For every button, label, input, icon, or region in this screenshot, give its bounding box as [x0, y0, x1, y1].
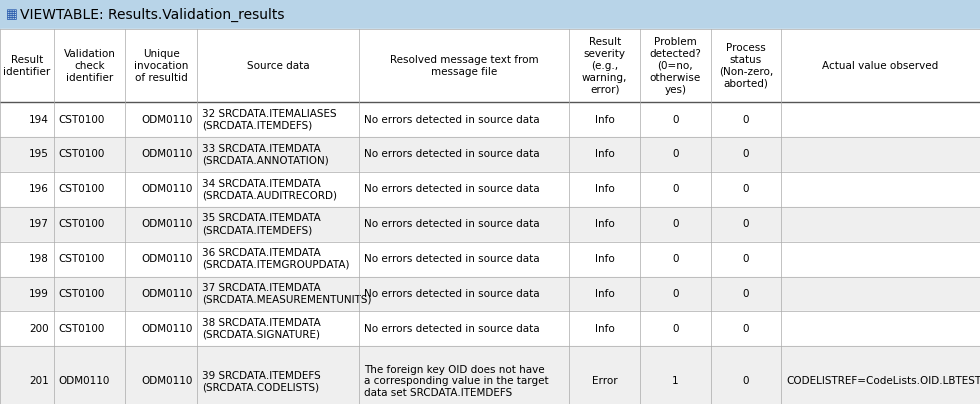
Text: No errors detected in source data: No errors detected in source data [364, 324, 539, 334]
Text: CST0100: CST0100 [59, 324, 105, 334]
Text: CST0100: CST0100 [59, 254, 105, 264]
Bar [0, 276, 980, 311]
Bar [0, 0, 980, 29]
Text: 198: 198 [29, 254, 49, 264]
Text: 0: 0 [743, 219, 749, 229]
Text: Info: Info [595, 219, 614, 229]
Text: ODM0110: ODM0110 [142, 219, 193, 229]
Text: VIEWTABLE: Results.Validation_results: VIEWTABLE: Results.Validation_results [20, 7, 284, 22]
Text: 0: 0 [743, 254, 749, 264]
Text: 37 SRCDATA.ITEMDATA
(SRCDATA.MEASUREMENTUNITS): 37 SRCDATA.ITEMDATA (SRCDATA.MEASUREMENT… [202, 283, 371, 305]
Text: Info: Info [595, 289, 614, 299]
Text: 0: 0 [672, 184, 678, 194]
Text: No errors detected in source data: No errors detected in source data [364, 149, 539, 160]
Text: Actual value observed: Actual value observed [822, 61, 939, 71]
Text: 0: 0 [743, 289, 749, 299]
Bar [0, 242, 980, 276]
Text: ODM0110: ODM0110 [59, 376, 110, 386]
Text: ODM0110: ODM0110 [142, 115, 193, 124]
Bar [0, 311, 980, 346]
Text: 201: 201 [29, 376, 49, 386]
Bar [0, 137, 980, 172]
Text: Info: Info [595, 184, 614, 194]
Text: 33 SRCDATA.ITEMDATA
(SRCDATA.ANNOTATION): 33 SRCDATA.ITEMDATA (SRCDATA.ANNOTATION) [202, 144, 328, 165]
Text: No errors detected in source data: No errors detected in source data [364, 184, 539, 194]
Bar [0, 346, 980, 404]
Text: Result
identifier: Result identifier [3, 55, 51, 77]
Text: Unique
invocation
of resultid: Unique invocation of resultid [134, 48, 188, 83]
Text: ODM0110: ODM0110 [142, 376, 193, 386]
Text: No errors detected in source data: No errors detected in source data [364, 219, 539, 229]
Text: ODM0110: ODM0110 [142, 289, 193, 299]
Bar [0, 29, 980, 102]
Text: Info: Info [595, 115, 614, 124]
Text: No errors detected in source data: No errors detected in source data [364, 254, 539, 264]
Text: CST0100: CST0100 [59, 289, 105, 299]
Text: 197: 197 [29, 219, 49, 229]
Text: 32 SRCDATA.ITEMALIASES
(SRCDATA.ITEMDEFS): 32 SRCDATA.ITEMALIASES (SRCDATA.ITEMDEFS… [202, 109, 336, 130]
Text: 200: 200 [29, 324, 49, 334]
Text: 0: 0 [672, 324, 678, 334]
Text: Source data: Source data [247, 61, 309, 71]
Text: 196: 196 [29, 184, 49, 194]
Text: 0: 0 [672, 219, 678, 229]
Text: 0: 0 [743, 376, 749, 386]
Text: ODM0110: ODM0110 [142, 254, 193, 264]
Text: Validation
check
identifier: Validation check identifier [64, 48, 116, 83]
Text: 0: 0 [672, 254, 678, 264]
Text: Info: Info [595, 254, 614, 264]
Text: CODELISTREF=CodeLists.OID.LBTEST: CODELISTREF=CodeLists.OID.LBTEST [786, 376, 980, 386]
Text: 1: 1 [672, 376, 678, 386]
Text: 0: 0 [743, 115, 749, 124]
Text: Info: Info [595, 324, 614, 334]
Text: Resolved message text from
message file: Resolved message text from message file [390, 55, 538, 77]
Text: Info: Info [595, 149, 614, 160]
Text: 0: 0 [743, 324, 749, 334]
Text: Problem
detected?
(0=no,
otherwise
yes): Problem detected? (0=no, otherwise yes) [650, 37, 701, 95]
Text: ODM0110: ODM0110 [142, 149, 193, 160]
Text: No errors detected in source data: No errors detected in source data [364, 115, 539, 124]
Text: 0: 0 [743, 149, 749, 160]
Text: 36 SRCDATA.ITEMDATA
(SRCDATA.ITEMGROUPDATA): 36 SRCDATA.ITEMDATA (SRCDATA.ITEMGROUPDA… [202, 248, 350, 270]
Text: CST0100: CST0100 [59, 149, 105, 160]
Text: CST0100: CST0100 [59, 184, 105, 194]
Text: ▦: ▦ [6, 8, 18, 21]
Text: 0: 0 [672, 149, 678, 160]
Text: Error: Error [592, 376, 617, 386]
Text: ODM0110: ODM0110 [142, 324, 193, 334]
Text: 35 SRCDATA.ITEMDATA
(SRCDATA.ITEMDEFS): 35 SRCDATA.ITEMDATA (SRCDATA.ITEMDEFS) [202, 213, 320, 235]
Text: 194: 194 [29, 115, 49, 124]
Bar [0, 172, 980, 207]
Text: Result
severity
(e.g.,
warning,
error): Result severity (e.g., warning, error) [582, 37, 627, 95]
Text: ODM0110: ODM0110 [142, 184, 193, 194]
Text: 0: 0 [743, 184, 749, 194]
Text: The foreign key OID does not have
a corresponding value in the target
data set S: The foreign key OID does not have a corr… [364, 365, 548, 398]
Bar [0, 207, 980, 242]
Bar [0, 102, 980, 137]
Text: 34 SRCDATA.ITEMDATA
(SRCDATA.AUDITRECORD): 34 SRCDATA.ITEMDATA (SRCDATA.AUDITRECORD… [202, 179, 337, 200]
Text: 199: 199 [29, 289, 49, 299]
Text: Process
status
(Non-zero,
aborted): Process status (Non-zero, aborted) [718, 43, 773, 88]
Text: 195: 195 [29, 149, 49, 160]
Text: No errors detected in source data: No errors detected in source data [364, 289, 539, 299]
Text: 38 SRCDATA.ITEMDATA
(SRCDATA.SIGNATURE): 38 SRCDATA.ITEMDATA (SRCDATA.SIGNATURE) [202, 318, 320, 340]
Text: 39 SRCDATA.ITEMDEFS
(SRCDATA.CODELISTS): 39 SRCDATA.ITEMDEFS (SRCDATA.CODELISTS) [202, 370, 320, 392]
Text: 0: 0 [672, 115, 678, 124]
Text: CST0100: CST0100 [59, 219, 105, 229]
Text: 0: 0 [672, 289, 678, 299]
Text: CST0100: CST0100 [59, 115, 105, 124]
